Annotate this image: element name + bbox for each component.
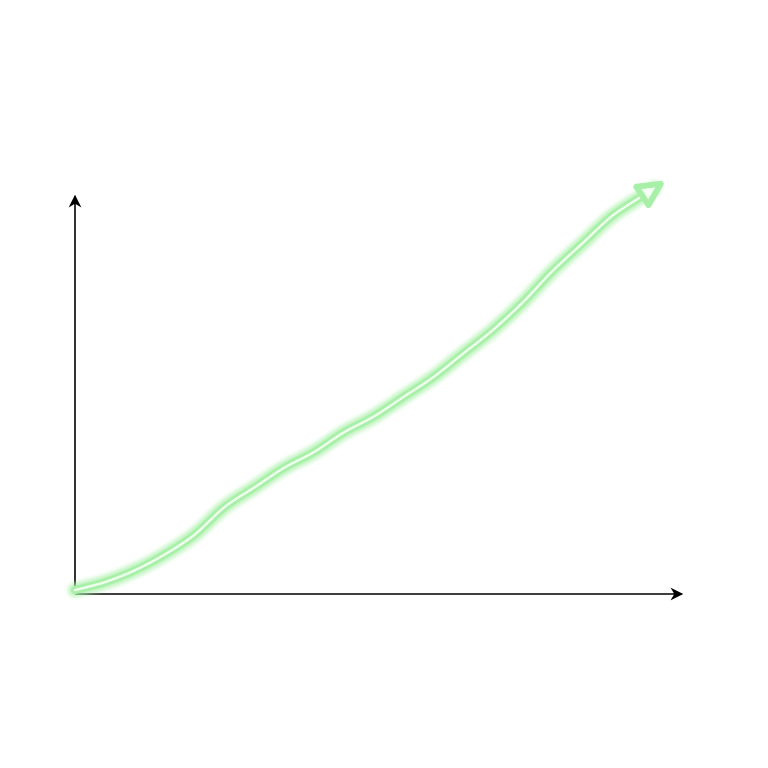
series-line-glow [68, 181, 662, 598]
series-layer [68, 180, 664, 598]
series-arrowhead [633, 180, 664, 209]
series-line-highlight [73, 186, 656, 592]
